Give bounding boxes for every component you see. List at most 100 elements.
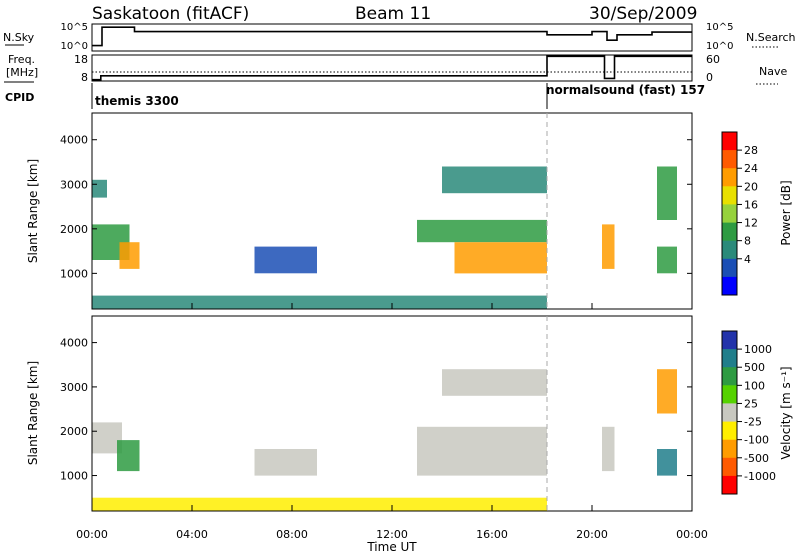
power-colorbar-swatch-4 [722, 204, 737, 223]
nave-label: Nave [759, 65, 787, 78]
power-region-6 [442, 166, 547, 194]
freq-tick-high: 18 [74, 53, 88, 66]
power-region-2 [92, 179, 107, 198]
power-region-1 [119, 242, 140, 269]
velocity-colorbar-frame [721, 330, 738, 495]
power-colorbar-swatch-2 [722, 168, 737, 187]
power-region-9 [657, 166, 677, 220]
power-ytick-label-3: 1000 [60, 267, 88, 280]
velocity-colorbar-ticks: 1000 500 100 25 -25 -100 -500 -1000 [737, 343, 776, 483]
power-region-7 [602, 224, 615, 269]
power-region-4 [417, 219, 547, 243]
velocity-xtick-label-0: 00:00 [76, 528, 108, 541]
freq-step-line [92, 55, 692, 81]
velocity-region-6 [657, 449, 677, 476]
velocity-xtick-label-1: 04:00 [176, 528, 208, 541]
power-y-label: Slant Range [km] [26, 159, 40, 263]
velocity-colorbar-swatch-3 [722, 385, 737, 404]
nsky-trace [92, 26, 692, 47]
nsearch-tick-high: 10^5 [706, 22, 733, 33]
power-colorbar-swatch-5 [722, 222, 737, 242]
power-ytick-label-2: 2000 [60, 223, 88, 236]
nave-tick-high: 60 [706, 53, 720, 66]
power-colorbar-tick-label-2: 20 [744, 180, 758, 193]
velocity-region-2 [254, 449, 317, 476]
velocity-colorbar-tick-label-1: 500 [744, 361, 765, 374]
velocity-panel: 4000 3000 2000 1000 00:00 04:00 08:00 12:00 16:… [26, 315, 708, 554]
power-region-10 [92, 295, 547, 309]
velocity-ytick-label-1: 3000 [60, 381, 88, 394]
power-colorbar-swatch-1 [722, 150, 737, 169]
nsky-tick-high: 10^5 [61, 22, 88, 33]
freq-tick-low: 8 [81, 71, 88, 84]
velocity-colorbar-swatch-6 [722, 439, 737, 459]
power-colorbar-swatches [722, 132, 737, 296]
cpid-row: CPID themis 3300 normalsound (fast) 157 [5, 83, 705, 109]
power-frame [91, 112, 693, 310]
freq-label-line2: [MHz] [6, 66, 38, 79]
power-ytick-label-0: 4000 [60, 134, 88, 147]
nsky-panel: N.Sky 10^5 10^0 10^5 10^0 N.Search [3, 22, 796, 52]
nsky-label: N.Sky [3, 31, 35, 44]
power-colorbar-tick-label-1: 24 [744, 162, 758, 175]
station-title: Saskatoon (fitACF) [92, 4, 249, 24]
velocity-colorbar-swatches [722, 331, 737, 495]
power-colorbar-tick-label-6: 4 [744, 253, 751, 266]
power-x-axis [91, 113, 693, 309]
nave-tick-low: 0 [706, 71, 713, 84]
velocity-xtick-label-6: 00:00 [676, 528, 708, 541]
velocity-region-3 [417, 426, 547, 476]
velocity-data [92, 369, 677, 511]
velocity-colorbar-swatch-4 [722, 403, 737, 422]
power-colorbar-swatch-6 [722, 240, 737, 260]
velocity-colorbar-swatch-7 [722, 457, 737, 477]
velocity-x-axis: 00:00 04:00 08:00 12:00 16:00 20:00 00:00 [76, 316, 708, 541]
velocity-xtick-label-3: 12:00 [376, 528, 408, 541]
time-axis-label: Time UT [366, 540, 417, 554]
velocity-colorbar-swatch-0 [722, 331, 737, 350]
power-colorbar-tick-label-3: 16 [744, 198, 758, 211]
velocity-colorbar-tick-label-0: 1000 [744, 343, 772, 356]
velocity-region-5 [602, 426, 615, 472]
power-colorbar-swatch-3 [722, 186, 737, 205]
power-y-axis: 4000 3000 2000 1000 [60, 134, 692, 280]
beam-title: Beam 11 [355, 4, 431, 24]
power-colorbar-tick-label-5: 8 [744, 235, 751, 248]
freq-trace [92, 55, 692, 81]
power-colorbar: 28 24 20 16 12 8 4 Power [dB] [721, 131, 793, 296]
freq-label-line1: Freq. [8, 53, 35, 66]
nsky-frame [91, 23, 693, 52]
velocity-ytick-label-3: 1000 [60, 470, 88, 483]
velocity-region-7 [657, 369, 677, 414]
nsearch-tick-low: 10^0 [706, 41, 733, 52]
velocity-colorbar-tick-label-2: 100 [744, 379, 765, 392]
date-title: 30/Sep/2009 [589, 4, 697, 24]
velocity-colorbar-swatch-8 [722, 475, 737, 495]
velocity-xtick-label-4: 16:00 [476, 528, 508, 541]
velocity-colorbar-tick-label-3: 25 [744, 397, 758, 410]
velocity-ytick-label-0: 4000 [60, 337, 88, 350]
freq-panel: Freq. [MHz] 18 8 60 0 Nave [4, 53, 787, 85]
power-ytick-label-1: 3000 [60, 178, 88, 191]
nsky-tick-low: 10^0 [61, 41, 88, 52]
velocity-colorbar-tick-label-6: -500 [744, 452, 769, 465]
cpid-mode-2: normalsound (fast) 157 [546, 83, 705, 97]
velocity-y-label: Slant Range [km] [26, 361, 40, 465]
velocity-colorbar-title: Velocity [m s⁻¹] [779, 366, 793, 459]
velocity-xtick-label-2: 08:00 [276, 528, 308, 541]
velocity-region-1 [117, 440, 140, 472]
power-colorbar-tick-label-0: 28 [744, 144, 758, 157]
power-panel: 4000 3000 2000 1000 Slant Range [km] [26, 112, 693, 310]
power-colorbar-ticks: 28 24 20 16 12 8 4 [737, 144, 758, 266]
nsearch-label: N.Search [746, 31, 796, 44]
power-colorbar-swatch-8 [722, 276, 737, 296]
cpid-mode-1: themis 3300 [95, 94, 179, 108]
velocity-colorbar-tick-label-7: -1000 [744, 470, 776, 483]
cpid-label: CPID [5, 91, 34, 104]
velocity-colorbar-swatch-5 [722, 421, 737, 441]
power-region-3 [254, 246, 317, 274]
velocity-y-axis: 4000 3000 2000 1000 [60, 337, 692, 483]
velocity-colorbar-tick-label-5: -100 [744, 434, 769, 447]
velocity-ytick-label-2: 2000 [60, 425, 88, 438]
